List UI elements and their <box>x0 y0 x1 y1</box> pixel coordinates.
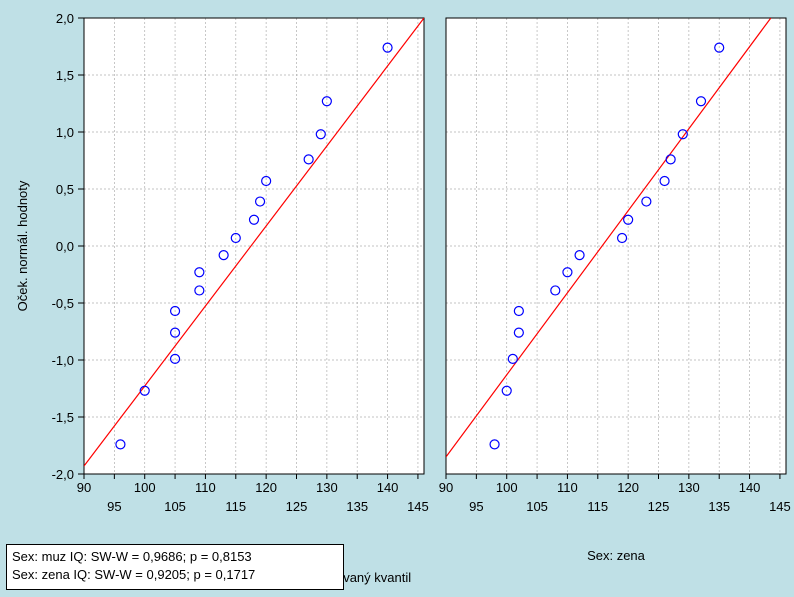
ytick-label: 2,0 <box>56 11 74 26</box>
panel2-point-6 <box>550 285 561 296</box>
panel1-point-12 <box>261 175 272 187</box>
panel2-point-1 <box>489 439 500 450</box>
panel2-point-8 <box>574 250 585 261</box>
panel2-point-10 <box>623 214 634 225</box>
panel1-point-2 <box>139 385 150 396</box>
panel1-xtick-label: 135 <box>346 499 368 514</box>
panel2-xtick-label: 140 <box>739 480 761 495</box>
panel1-point-10 <box>248 214 260 225</box>
panel2-point-11 <box>641 196 652 207</box>
panel2-xtick-label: 115 <box>587 499 608 514</box>
ytick-label: -2,0 <box>52 467 74 482</box>
panel2-xtick-label: 130 <box>678 480 700 495</box>
panel2-point-12 <box>659 175 670 187</box>
panel1-xtick-label: 130 <box>316 480 338 495</box>
panel1-point-8 <box>218 250 229 261</box>
panel2-xtick-label: 135 <box>708 499 730 514</box>
y-axis-label: Oček. normál. hodnoty <box>15 180 30 311</box>
panel2-fit-line <box>446 18 772 458</box>
panel2-xtick-label: 90 <box>439 480 453 495</box>
panel2-point-16 <box>714 42 725 53</box>
panel2-xtick-label: 100 <box>496 480 518 495</box>
panel1-xtick-label: 90 <box>77 480 91 495</box>
panel1-point-4 <box>169 327 181 338</box>
panel2-xtick-label: 110 <box>557 480 578 495</box>
panel1-xtick-label: 120 <box>255 480 277 495</box>
panel1-point-7 <box>194 267 205 278</box>
panel2-label: Sex: zena <box>587 548 646 563</box>
panel1-xtick-label: 140 <box>377 480 399 495</box>
ytick-label: 0,0 <box>56 239 74 254</box>
panel1-xtick-label: 100 <box>134 480 156 495</box>
panel2-point-13 <box>665 154 676 165</box>
panel2-xtick-label: 95 <box>469 499 483 514</box>
panel1-point-1 <box>115 439 126 450</box>
legend-entry-muz: Sex: muz IQ: SW-W = 0,9686; p = 0,8153 <box>12 549 252 564</box>
panel1-xtick-label: 110 <box>195 480 216 495</box>
panel2-xtick-label: 120 <box>617 480 639 495</box>
ytick-label: 1,0 <box>56 125 74 140</box>
ytick-label: -0,5 <box>52 296 74 311</box>
panel2-point-14 <box>677 129 688 140</box>
ytick-label: -1,0 <box>52 353 74 368</box>
panel1-point-13 <box>303 154 314 165</box>
legend: Sex: muz IQ: SW-W = 0,9686; p = 0,8153 S… <box>6 544 344 590</box>
panel2-point-7 <box>562 267 573 278</box>
panel1-xtick-label: 95 <box>107 499 121 514</box>
panel2-point-9 <box>616 232 628 244</box>
panel1-point-14 <box>315 129 326 140</box>
panel2-xtick-label: 125 <box>648 499 670 514</box>
panel1-point-5 <box>169 305 181 317</box>
panel2-point-3 <box>507 353 518 364</box>
panel2-xtick-label: 145 <box>769 499 791 514</box>
panel1-point-15 <box>321 96 332 107</box>
panel1-point-3 <box>169 353 181 364</box>
ytick-label: 1,5 <box>56 68 74 83</box>
panel1-point-9 <box>230 232 241 244</box>
panel1-xtick-label: 125 <box>286 499 308 514</box>
panel2-point-5 <box>513 305 524 317</box>
panel2-point-2 <box>501 385 512 396</box>
panel1-xtick-label: 115 <box>225 499 246 514</box>
panel2-point-4 <box>513 327 524 338</box>
legend-entry-zena: Sex: zena IQ: SW-W = 0,9205; p = 0,1717 <box>12 567 256 582</box>
panel1-point-11 <box>254 196 266 207</box>
ytick-label: 0,5 <box>56 182 74 197</box>
panel2-xtick-label: 105 <box>526 499 548 514</box>
panel1-point-6 <box>194 285 205 296</box>
panel2-point-15 <box>695 96 707 107</box>
panel1-xtick-label: 145 <box>407 499 429 514</box>
panel1-xtick-label: 105 <box>164 499 186 514</box>
ytick-label: -1,5 <box>52 410 74 425</box>
panel1-point-16 <box>382 42 393 53</box>
panel2-frame <box>445 17 787 475</box>
